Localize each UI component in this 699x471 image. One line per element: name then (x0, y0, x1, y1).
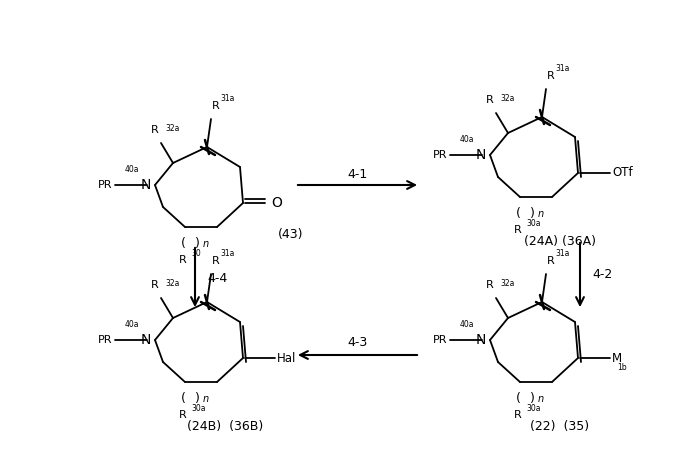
Text: ): ) (194, 237, 199, 250)
Text: 32a: 32a (165, 124, 180, 133)
Text: 1b: 1b (617, 363, 627, 372)
Text: R: R (179, 255, 187, 265)
Text: 30a: 30a (526, 219, 540, 228)
Text: 32a: 32a (500, 94, 514, 103)
Text: (: ( (516, 207, 521, 220)
Text: 32a: 32a (165, 279, 180, 288)
Text: N: N (475, 148, 486, 162)
Text: (: ( (180, 392, 185, 405)
Text: OTf: OTf (612, 167, 633, 179)
Text: 4-3: 4-3 (347, 336, 367, 349)
Text: R: R (547, 256, 555, 266)
Text: (43): (43) (278, 228, 303, 241)
Text: 30a: 30a (191, 404, 206, 413)
Text: 40a: 40a (125, 320, 140, 329)
Text: PR: PR (433, 335, 447, 345)
Text: N: N (140, 178, 151, 192)
Text: 4-4: 4-4 (207, 271, 227, 284)
Text: 40a: 40a (460, 135, 475, 144)
Text: N: N (475, 333, 486, 347)
Text: R: R (547, 71, 555, 81)
Text: (24B)  (36B): (24B) (36B) (187, 420, 263, 433)
Text: ): ) (194, 392, 199, 405)
Text: 31a: 31a (555, 64, 570, 73)
Text: N: N (140, 333, 151, 347)
Text: R: R (514, 225, 522, 235)
Text: R: R (487, 280, 494, 290)
Text: 4-1: 4-1 (347, 169, 367, 181)
Text: R: R (487, 95, 494, 105)
Text: R: R (151, 280, 159, 290)
Text: PR: PR (97, 335, 112, 345)
Text: 31a: 31a (220, 249, 234, 258)
Text: n: n (538, 209, 544, 219)
Text: Hal: Hal (277, 351, 296, 365)
Text: 32a: 32a (500, 279, 514, 288)
Text: 30a: 30a (526, 404, 540, 413)
Text: ): ) (530, 207, 535, 220)
Text: R: R (514, 410, 522, 420)
Text: (24A) (36A): (24A) (36A) (524, 235, 596, 248)
Text: PR: PR (433, 150, 447, 160)
Text: (: ( (516, 392, 521, 405)
Text: PR: PR (97, 180, 112, 190)
Text: R: R (179, 410, 187, 420)
Text: R: R (212, 256, 219, 266)
Text: n: n (203, 239, 209, 249)
Text: (: ( (180, 237, 185, 250)
Text: n: n (538, 394, 544, 404)
Text: 40a: 40a (125, 165, 140, 174)
Text: 30: 30 (191, 249, 201, 258)
Text: R: R (212, 101, 219, 111)
Text: 31a: 31a (220, 94, 234, 103)
Text: ): ) (530, 392, 535, 405)
Text: 31a: 31a (555, 249, 570, 258)
Text: 4-2: 4-2 (592, 268, 612, 282)
Text: n: n (203, 394, 209, 404)
Text: R: R (151, 125, 159, 135)
Text: (22)  (35): (22) (35) (531, 420, 589, 433)
Text: O: O (271, 196, 282, 210)
Text: M: M (612, 351, 622, 365)
Text: 40a: 40a (460, 320, 475, 329)
